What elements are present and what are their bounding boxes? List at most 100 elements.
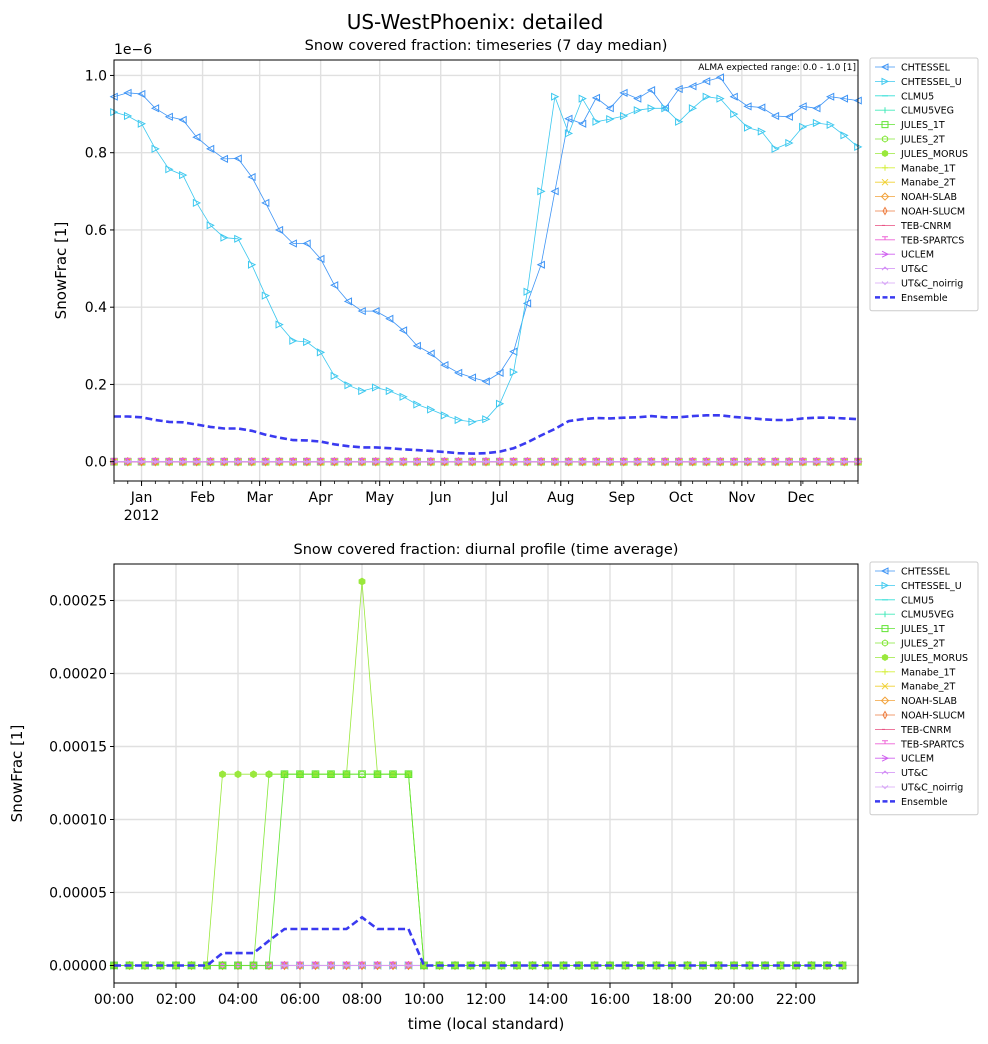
legend-label-jules-1t: JULES_1T: [900, 624, 945, 635]
legend-label-ut-c: UT&C: [901, 768, 928, 779]
point-ut-c-noirrig: [730, 459, 738, 465]
point-ut-c-noirrig: [404, 963, 413, 968]
point-chtessel: [839, 94, 849, 103]
point-ut-c-noirrig: [358, 459, 366, 465]
point-chtessel-u: [440, 411, 450, 420]
point-jules-1t: [590, 961, 599, 970]
point-jules-1t: [110, 961, 118, 970]
point-ut-c: [441, 459, 449, 464]
legend-label-jules-1t: JULES_1T: [900, 120, 945, 131]
point-ut-c-noirrig: [220, 459, 228, 465]
point-ut-c-noirrig: [661, 459, 669, 465]
series-group: [109, 73, 863, 467]
point-chtessel-u: [592, 117, 601, 126]
point-chtessel-u: [289, 336, 298, 345]
point-ut-c-noirrig: [744, 459, 752, 465]
point-chtessel-u: [606, 114, 615, 124]
point-chtessel: [164, 112, 173, 121]
y-tick-label: 0.00020: [49, 666, 107, 682]
legend-label-ensemble: Ensemble: [901, 797, 948, 808]
point-chtessel: [578, 119, 587, 128]
point-chtessel-u: [633, 106, 642, 115]
legend-marker-jules-2t: [881, 639, 889, 647]
point-chtessel-u: [495, 399, 505, 408]
series-jules-1t: [110, 770, 847, 970]
point-jules-1t: [466, 961, 475, 970]
x-tick-label: Mar: [246, 490, 273, 506]
point-ut-c: [137, 459, 146, 464]
point-ut-c: [799, 459, 807, 464]
point-ut-c-noirrig: [496, 459, 504, 465]
point-chtessel-u: [316, 348, 326, 357]
point-ut-c-noirrig: [578, 459, 587, 465]
y-axis-label: SnowFrac [1]: [8, 725, 26, 823]
point-ut-c: [413, 459, 421, 464]
legend-marker-uclem: [881, 250, 890, 258]
point-chtessel-u: [799, 122, 808, 131]
point-ut-c: [234, 459, 242, 464]
point-ut-c-noirrig: [249, 963, 258, 968]
point-chtessel: [550, 187, 559, 196]
point-jules-2t: [265, 770, 273, 779]
point-chtessel: [481, 377, 490, 386]
point-ut-c-noirrig: [265, 963, 273, 968]
x-tick-label: 06:00: [280, 992, 320, 1008]
legend-marker-jules-morus: [881, 653, 889, 661]
point-chtessel-u: [688, 104, 698, 113]
legend-label-chtessel-u: CHTESSEL_U: [901, 581, 962, 592]
point-jules-1t: [497, 961, 506, 970]
point-chtessel-u: [675, 117, 684, 126]
point-ut-c-noirrig: [373, 963, 382, 968]
x-tick-label: 08:00: [342, 992, 382, 1008]
series-line-ensemble: [114, 413, 859, 455]
point-ut-c: [372, 459, 380, 464]
point-ut-c-noirrig: [372, 459, 380, 465]
legend-label-clmu5: CLMU5: [901, 91, 934, 102]
point-ut-c-noirrig: [413, 459, 421, 465]
point-chtessel: [729, 92, 738, 101]
series-line-ensemble: [114, 915, 843, 967]
legend-label-chtessel: CHTESSEL: [901, 63, 951, 74]
series-line-jules-1t: [114, 773, 843, 966]
point-ut-c-noirrig: [826, 459, 835, 465]
x-tick-label: May: [365, 490, 394, 506]
point-chtessel: [178, 115, 187, 124]
point-ut-c: [757, 459, 766, 464]
point-chtessel: [192, 133, 201, 142]
point-ut-c-noirrig: [311, 963, 320, 968]
point-ut-c: [578, 459, 587, 464]
legend-label-noah-slucm: NOAH-SLUCM: [901, 711, 965, 722]
point-jules-1t: [761, 961, 769, 970]
point-ut-c: [179, 459, 187, 464]
series-jules-2t: [110, 770, 846, 970]
point-chtessel-u: [344, 381, 353, 390]
point-ut-c-noirrig: [193, 459, 201, 465]
point-chtessel-u: [661, 104, 670, 113]
point-ut-c-noirrig: [261, 459, 270, 465]
point-chtessel: [826, 92, 835, 101]
point-ut-c: [124, 459, 132, 464]
point-ut-c: [647, 459, 655, 464]
series-group: [109, 577, 848, 971]
point-ut-c-noirrig: [689, 459, 697, 465]
point-ut-c: [373, 963, 382, 968]
point-ut-c-noirrig: [218, 963, 227, 968]
point-ut-c-noirrig: [342, 963, 351, 968]
point-chtessel: [274, 225, 284, 235]
point-ut-c: [826, 459, 835, 464]
point-chtessel-u: [399, 392, 408, 401]
point-ut-c-noirrig: [234, 459, 242, 465]
point-ut-c: [165, 459, 173, 464]
legend-label-chtessel-u: CHTESSEL_U: [901, 77, 962, 88]
point-ut-c-noirrig: [399, 459, 407, 465]
point-ut-c-noirrig: [523, 459, 531, 465]
point-chtessel: [247, 172, 256, 182]
point-ut-c-noirrig: [344, 459, 352, 465]
point-chtessel: [688, 82, 697, 91]
point-ut-c-noirrig: [296, 963, 304, 968]
point-jules-1t: [730, 961, 738, 970]
series-chtessel-u: [110, 92, 863, 427]
point-chtessel-u: [468, 417, 477, 427]
legend-label-jules-2t: JULES_2T: [900, 135, 945, 146]
